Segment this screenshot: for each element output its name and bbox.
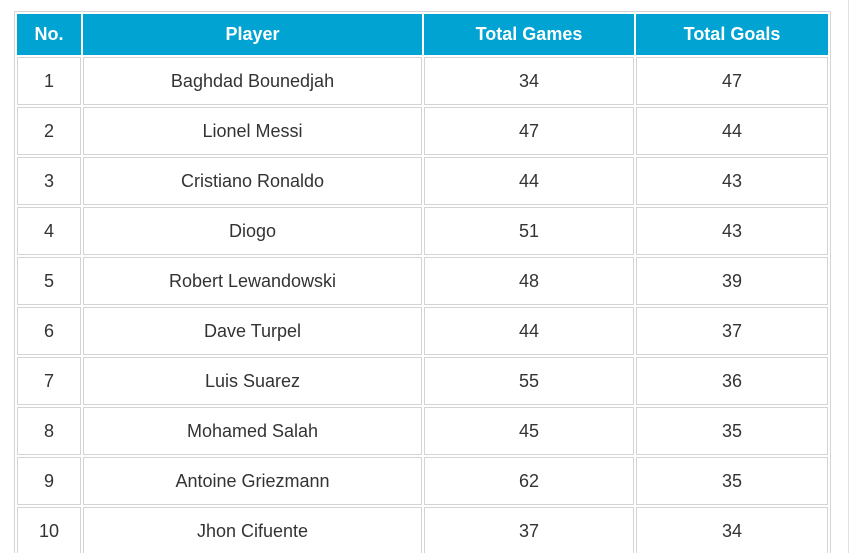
header-total-goals: Total Goals [636, 14, 828, 55]
table-row: 10 Jhon Cifuente 37 34 [17, 507, 828, 553]
cell-total-goals: 43 [636, 157, 828, 205]
cell-player: Antoine Griezmann [83, 457, 422, 505]
cell-no: 5 [17, 257, 81, 305]
cell-player: Robert Lewandowski [83, 257, 422, 305]
cell-total-goals: 47 [636, 57, 828, 105]
header-total-games: Total Games [424, 14, 634, 55]
cell-player: Diogo [83, 207, 422, 255]
cell-total-goals: 35 [636, 457, 828, 505]
cell-no: 1 [17, 57, 81, 105]
cell-total-goals: 39 [636, 257, 828, 305]
cell-total-goals: 36 [636, 357, 828, 405]
cell-no: 4 [17, 207, 81, 255]
cell-player: Luis Suarez [83, 357, 422, 405]
table-row: 8 Mohamed Salah 45 35 [17, 407, 828, 455]
cell-player: Cristiano Ronaldo [83, 157, 422, 205]
cell-total-games: 34 [424, 57, 634, 105]
cell-total-games: 45 [424, 407, 634, 455]
cell-no: 8 [17, 407, 81, 455]
cell-total-goals: 35 [636, 407, 828, 455]
table-header-row: No. Player Total Games Total Goals [17, 14, 828, 55]
table-row: 4 Diogo 51 43 [17, 207, 828, 255]
cell-player: Jhon Cifuente [83, 507, 422, 553]
table-row: 2 Lionel Messi 47 44 [17, 107, 828, 155]
cell-player: Lionel Messi [83, 107, 422, 155]
cell-total-goals: 44 [636, 107, 828, 155]
table-row: 1 Baghdad Bounedjah 34 47 [17, 57, 828, 105]
table-row: 7 Luis Suarez 55 36 [17, 357, 828, 405]
cell-no: 7 [17, 357, 81, 405]
cell-no: 3 [17, 157, 81, 205]
cell-player: Baghdad Bounedjah [83, 57, 422, 105]
cell-no: 9 [17, 457, 81, 505]
header-player: Player [83, 14, 422, 55]
page-edge-divider [848, 0, 849, 553]
cell-total-games: 55 [424, 357, 634, 405]
cell-total-games: 51 [424, 207, 634, 255]
top-scorers-table: No. Player Total Games Total Goals 1 Bag… [14, 11, 831, 553]
cell-total-goals: 43 [636, 207, 828, 255]
cell-player: Dave Turpel [83, 307, 422, 355]
cell-total-goals: 37 [636, 307, 828, 355]
table-row: 5 Robert Lewandowski 48 39 [17, 257, 828, 305]
cell-total-games: 48 [424, 257, 634, 305]
cell-total-games: 62 [424, 457, 634, 505]
cell-total-games: 44 [424, 307, 634, 355]
cell-total-games: 44 [424, 157, 634, 205]
cell-no: 10 [17, 507, 81, 553]
table-row: 9 Antoine Griezmann 62 35 [17, 457, 828, 505]
cell-no: 6 [17, 307, 81, 355]
cell-total-goals: 34 [636, 507, 828, 553]
table-row: 6 Dave Turpel 44 37 [17, 307, 828, 355]
cell-no: 2 [17, 107, 81, 155]
table-row: 3 Cristiano Ronaldo 44 43 [17, 157, 828, 205]
cell-total-games: 47 [424, 107, 634, 155]
cell-player: Mohamed Salah [83, 407, 422, 455]
header-no: No. [17, 14, 81, 55]
cell-total-games: 37 [424, 507, 634, 553]
